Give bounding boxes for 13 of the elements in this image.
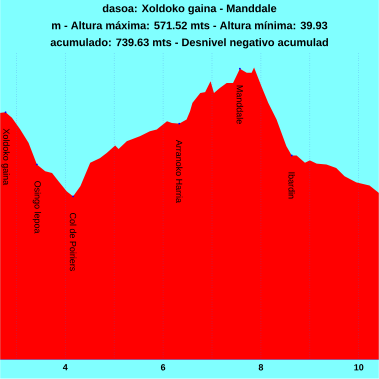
chart-title: dasoa: Xoldoko gaina - Manddale [102,4,276,15]
annotation: Arranoko Harria [176,140,183,204]
annotation: Xoldoko gaina [1,128,10,186]
x-tick-label: 6 [160,364,166,371]
annotation: Col de Poiriers [70,213,76,272]
x-tick-label: 4 [62,364,68,370]
x-tick-label: 8 [258,364,264,371]
text: acumulado: 739.63 mts - Desnivel negativo acumulad [50,38,328,49]
annotation: Ibardin [288,172,296,199]
annotation: Manddale [236,86,244,124]
chart-subtitle: m - Altura máxima: 571.52 mts - Altura mínima: 39.93 [52,21,328,30]
annotation: Osingo lepoa [32,181,42,234]
x-tick-label: 10 [354,364,364,371]
